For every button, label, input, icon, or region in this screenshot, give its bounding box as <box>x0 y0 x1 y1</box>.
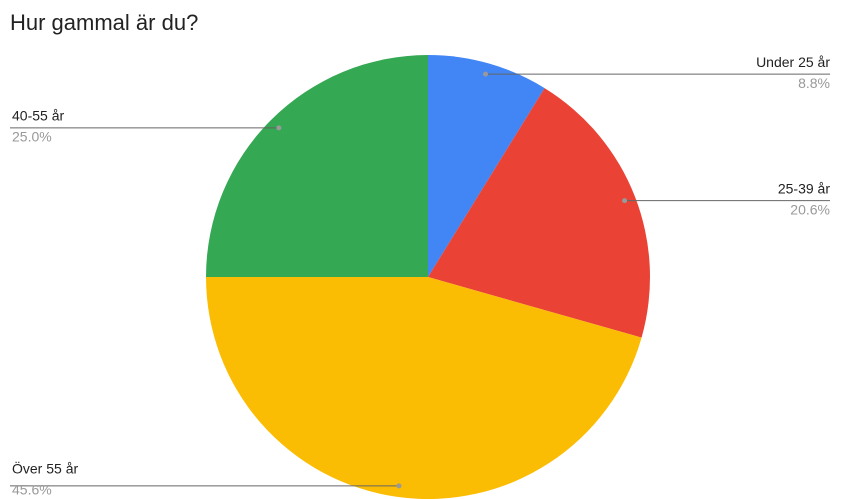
leader-dot <box>622 198 628 204</box>
slice-value: 25.0% <box>12 129 52 145</box>
chart-title: Hur gammal är du? <box>10 10 198 35</box>
slice-label: 25-39 år <box>778 180 830 196</box>
slice-label: 40-55 år <box>12 108 64 124</box>
leader-dot <box>396 483 402 489</box>
slice-value: 8.8% <box>798 75 830 91</box>
slice-label: Över 55 år <box>12 460 78 477</box>
pie-slice <box>428 55 545 277</box>
slice-label: Under 25 år <box>756 54 830 70</box>
pie-slice <box>428 88 650 338</box>
leader-dot <box>276 125 282 131</box>
pie-slice <box>206 277 642 499</box>
slice-value: 20.6% <box>790 201 830 217</box>
pie-slice <box>206 55 428 277</box>
slice-value: 45.6% <box>12 482 52 498</box>
leader-dot <box>483 71 489 77</box>
